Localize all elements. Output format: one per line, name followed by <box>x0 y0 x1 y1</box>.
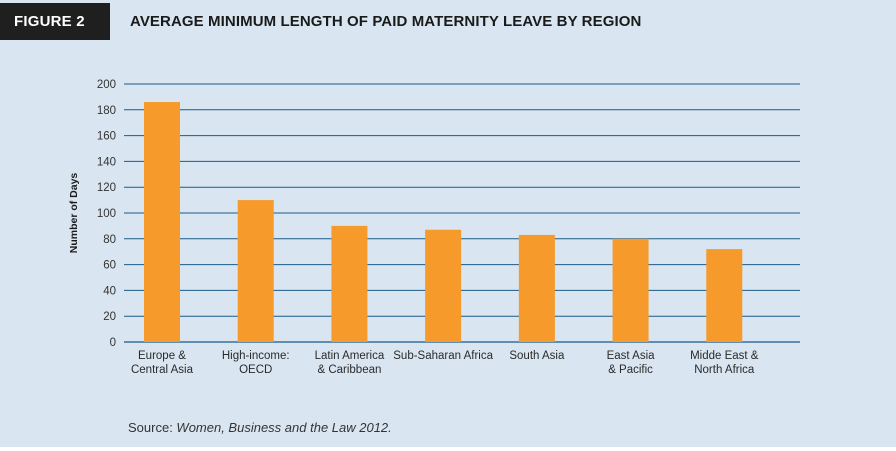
grid-lines <box>124 83 800 343</box>
y-tick-labels: 0 20 40 60 80 100 120 140 160 180 200 <box>97 79 116 349</box>
y-tick-label: 120 <box>97 182 116 194</box>
y-tick-label: 0 <box>110 337 116 349</box>
figure-title: AVERAGE MINIMUM LENGTH OF PAID MATERNITY… <box>130 13 642 30</box>
category-label: Latin America & Caribbean <box>315 350 385 376</box>
y-tick-label: 180 <box>97 105 116 117</box>
bars <box>144 102 743 342</box>
source-note: Source: Women, Business and the Law 2012… <box>128 420 392 435</box>
y-tick-label: 60 <box>103 260 116 272</box>
y-axis-label: Number of Days <box>68 173 80 254</box>
category-label: East Asia & Pacific <box>607 350 656 376</box>
category-label: Midde East & North Africa <box>690 350 759 376</box>
category-label: South Asia <box>509 350 565 362</box>
y-tick-label: 100 <box>97 208 116 220</box>
bar-1 <box>144 102 180 342</box>
category-label: Europe & Central Asia <box>131 350 194 376</box>
bar-6 <box>612 238 649 342</box>
y-tick-label: 40 <box>103 285 116 297</box>
category-label: High-income: OECD <box>222 350 290 376</box>
bar-4 <box>425 229 462 342</box>
bottom-strip <box>0 447 896 451</box>
bar-5 <box>518 234 555 342</box>
y-tick-label: 200 <box>97 79 116 91</box>
category-labels: Europe & Central Asia High-income: OECD Lati… <box>131 350 759 376</box>
y-tick-label: 80 <box>103 234 116 246</box>
category-label: Sub-Saharan Africa <box>393 350 493 362</box>
bar-2 <box>237 200 274 342</box>
bar-3 <box>331 225 368 342</box>
source-citation: Women, Business and the Law 2012. <box>176 420 392 435</box>
y-tick-label: 20 <box>103 311 116 323</box>
source-prefix: Source: <box>128 420 177 435</box>
figure-badge: FIGURE 2 <box>0 3 110 40</box>
y-tick-label: 160 <box>97 131 116 143</box>
y-tick-label: 140 <box>97 156 116 168</box>
bar-7 <box>706 249 743 342</box>
